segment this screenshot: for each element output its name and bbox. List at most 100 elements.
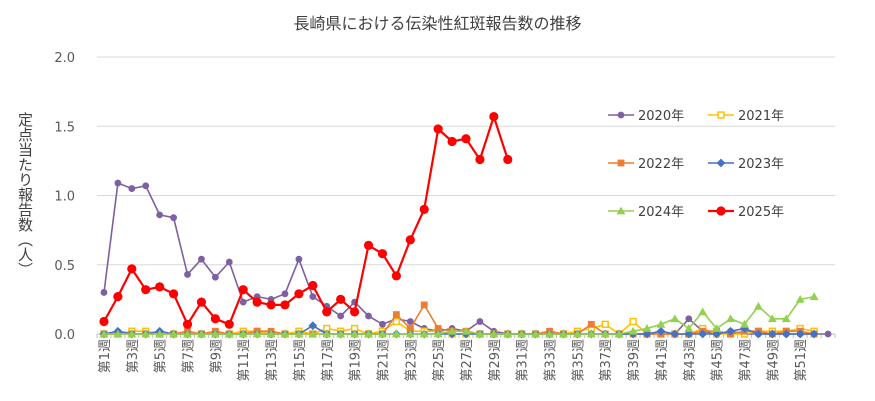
data-point <box>489 329 499 338</box>
data-point <box>754 329 763 339</box>
data-point <box>169 329 178 338</box>
data-point <box>280 300 290 310</box>
data-point <box>419 204 429 214</box>
x-tick-label: 第13週 <box>265 339 280 382</box>
data-point <box>781 329 791 339</box>
x-tick-label: 第1週 <box>98 339 113 373</box>
data-point <box>238 329 248 338</box>
x-tick-label: 第29週 <box>488 339 503 382</box>
data-point <box>238 285 248 295</box>
data-point <box>726 326 735 336</box>
data-point <box>198 255 205 263</box>
y-axis-title: 定点当たり報告数（人） <box>16 112 34 277</box>
data-point <box>155 282 165 292</box>
legend-item: 2025年 <box>708 205 784 220</box>
data-point <box>378 329 387 338</box>
data-point <box>824 330 832 338</box>
data-point <box>447 136 457 147</box>
data-point <box>210 329 220 338</box>
data-point <box>698 307 708 316</box>
data-point <box>142 182 150 190</box>
series-2025年 <box>99 111 513 329</box>
data-point <box>100 289 108 296</box>
x-tick-label: 第23週 <box>404 339 419 382</box>
data-point <box>716 206 726 216</box>
legend: 2020年 2021年 2022年 2023年 2024年 2025年 <box>608 109 784 220</box>
data-point <box>545 329 554 338</box>
data-point <box>559 329 568 338</box>
data-point <box>294 289 304 299</box>
y-tick-labels: 0.0 0.5 1.0 1.5 2.0 <box>54 51 75 343</box>
x-tick-label: 第47週 <box>738 339 753 382</box>
data-point <box>614 329 624 338</box>
legend-label: 2020年 <box>638 109 684 124</box>
data-point <box>266 329 276 338</box>
data-point <box>717 111 725 119</box>
series-group <box>99 111 832 339</box>
data-point <box>294 329 304 338</box>
data-point <box>712 324 722 332</box>
data-point <box>99 316 109 327</box>
data-point <box>685 315 693 323</box>
legend-item: 2023年 <box>708 157 784 172</box>
data-point <box>629 317 637 326</box>
data-point <box>489 111 499 122</box>
data-point <box>224 329 234 338</box>
x-tick-label: 第51週 <box>794 339 809 382</box>
data-point <box>392 311 400 319</box>
data-point <box>281 290 289 298</box>
data-point <box>809 329 819 339</box>
data-point <box>197 329 206 338</box>
data-point <box>716 158 726 168</box>
data-point <box>365 312 372 320</box>
data-point <box>170 214 177 222</box>
data-point <box>726 314 735 323</box>
data-point <box>754 301 763 310</box>
data-point <box>419 329 429 338</box>
data-point <box>476 318 484 325</box>
x-tick-label: 第17週 <box>321 339 336 382</box>
data-point <box>656 326 666 336</box>
data-point <box>795 329 805 339</box>
data-point <box>322 307 332 317</box>
data-point <box>433 124 443 134</box>
data-point <box>586 329 596 338</box>
data-point <box>433 329 443 338</box>
data-point <box>127 264 137 274</box>
data-point <box>308 280 318 291</box>
data-point <box>434 325 442 332</box>
legend-label: 2025年 <box>738 205 784 220</box>
x-tick-label: 第15週 <box>293 339 308 382</box>
data-point <box>392 317 401 326</box>
data-point <box>405 329 415 338</box>
gridlines <box>97 56 835 266</box>
x-tick-label: 第21週 <box>376 339 391 382</box>
data-point <box>628 326 638 335</box>
x-tick-label: 第45週 <box>711 339 726 382</box>
legend-label: 2022年 <box>638 157 684 172</box>
x-tick-label: 第41週 <box>655 339 670 382</box>
data-point <box>252 297 262 307</box>
x-tick-label: 第11週 <box>237 339 252 382</box>
data-point <box>127 329 137 338</box>
data-point <box>391 329 401 338</box>
data-point <box>308 321 318 331</box>
x-tick-label: 第7週 <box>182 339 197 373</box>
data-point <box>280 329 290 338</box>
data-point <box>617 111 625 119</box>
x-tick-label: 第39週 <box>627 339 642 382</box>
data-point <box>670 314 680 323</box>
data-point <box>642 324 652 332</box>
data-point <box>461 134 471 144</box>
data-point <box>503 329 513 338</box>
x-tick-label: 第25週 <box>432 339 447 382</box>
data-point <box>616 206 626 215</box>
data-point <box>155 329 165 338</box>
x-tick-label: 第49週 <box>766 339 781 382</box>
data-point <box>391 271 401 281</box>
data-point <box>531 329 541 338</box>
data-point <box>350 329 360 338</box>
y-tick-label: 0.0 <box>54 328 75 343</box>
data-point <box>379 320 386 328</box>
